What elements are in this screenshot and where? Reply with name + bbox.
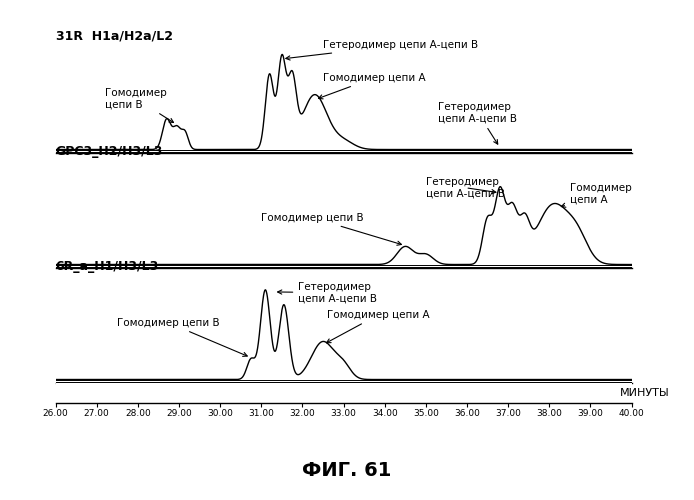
Text: МИНУТЫ: МИНУТЫ [620,388,670,398]
Text: Гомодимер цепи В: Гомодимер цепи В [261,213,401,245]
Text: Гомодимер цепи А: Гомодимер цепи А [319,73,425,99]
Text: Гетеродимер
цепи А-цепи В: Гетеродимер цепи А-цепи В [426,177,505,199]
Text: Гомодимер цепи А: Гомодимер цепи А [326,310,430,343]
Text: 6R_a_H1/H3/L3: 6R_a_H1/H3/L3 [56,260,159,273]
Text: Гомодимер
цепи А: Гомодимер цепи А [561,183,632,207]
Text: Гомодимер
цепи В: Гомодимер цепи В [105,88,174,122]
Text: Гетеродимер
цепи А-цепи В: Гетеродимер цепи А-цепи В [438,102,517,144]
Text: Гетеродимер
цепи А-цепи В: Гетеродимер цепи А-цепи В [278,282,378,304]
Text: GPC3_H2/H3/L3: GPC3_H2/H3/L3 [56,145,163,158]
Text: ФИГ. 61: ФИГ. 61 [303,461,391,480]
Text: Гомодимер цепи В: Гомодимер цепи В [117,318,247,356]
Text: Гетеродимер цепи А-цепи В: Гетеродимер цепи А-цепи В [286,40,478,60]
Text: 31R  H1a/H2a/L2: 31R H1a/H2a/L2 [56,30,173,43]
